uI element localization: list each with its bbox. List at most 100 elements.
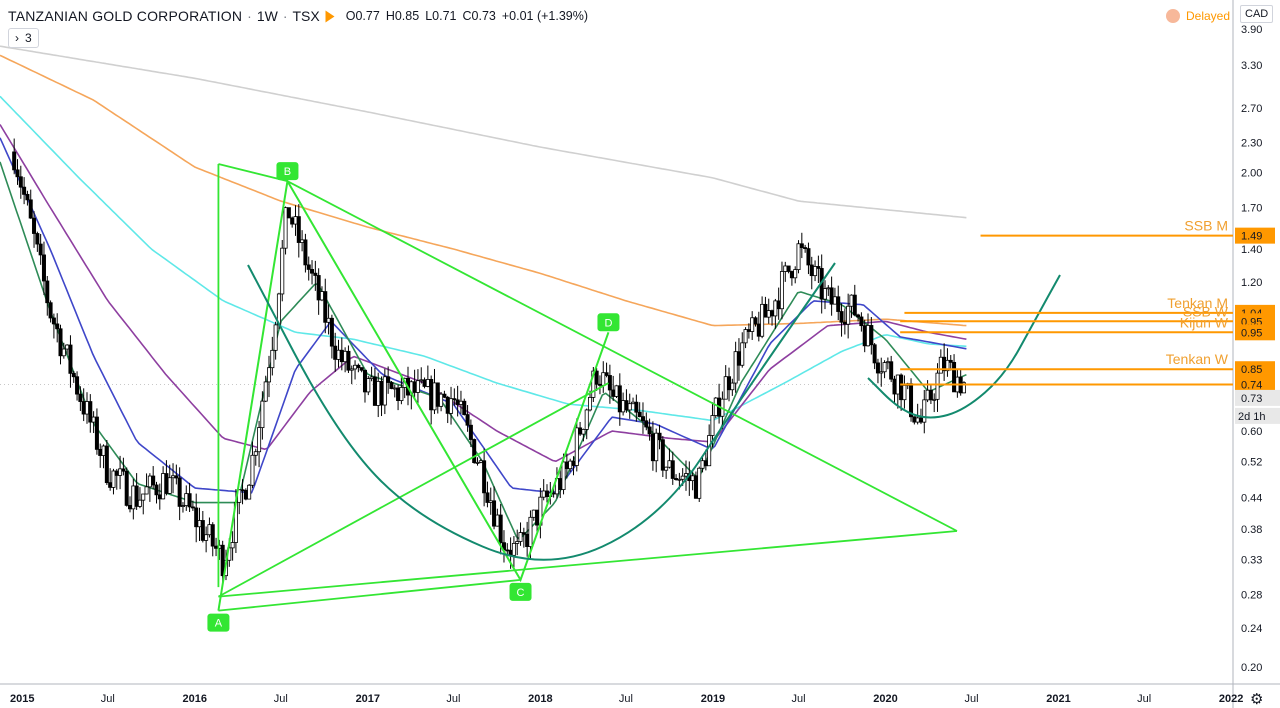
candle-body (789, 271, 794, 279)
candle-body (349, 368, 354, 371)
candle-body (151, 475, 156, 486)
candle-body (872, 344, 877, 364)
candle-body (147, 475, 152, 488)
candle-body (750, 317, 755, 332)
candle-body (634, 401, 639, 413)
candle-body (435, 382, 440, 407)
currency-label[interactable]: CAD (1240, 5, 1274, 23)
candle-body (932, 398, 937, 401)
candle-body (15, 169, 20, 178)
candle-body (144, 486, 149, 495)
candle-body (674, 478, 679, 480)
candle-body (578, 427, 583, 435)
candle-body (607, 375, 612, 391)
candle-body (776, 300, 781, 310)
candle-body (925, 389, 930, 401)
candle-body (667, 460, 672, 468)
y-tick-label: 1.20 (1241, 277, 1262, 289)
x-tick-label: Jul (1137, 693, 1151, 705)
candle-body (134, 485, 139, 507)
delayed-badge[interactable]: Delayed (1166, 8, 1230, 24)
candle-body (915, 417, 920, 423)
last-price-tag (1235, 389, 1280, 406)
x-tick-label: 2019 (701, 693, 725, 705)
candle-body (346, 350, 351, 371)
candle-body (693, 475, 698, 499)
candle-body (710, 415, 715, 436)
candle-body (654, 432, 659, 462)
candle-body (875, 362, 880, 374)
candle-body (829, 287, 834, 305)
candle-body (399, 387, 404, 401)
candle-body (25, 193, 30, 201)
candle-body (442, 393, 447, 398)
candle-body (389, 382, 394, 389)
candle-body (478, 460, 483, 463)
level-price-tag (1235, 324, 1275, 341)
candle-body (624, 400, 629, 411)
candle-body (495, 514, 500, 527)
level-price-text: 0.85 (1241, 364, 1262, 376)
candle-body (611, 389, 616, 397)
candle-body (836, 296, 841, 312)
candle-body (468, 424, 473, 440)
candle-body (852, 294, 857, 316)
candle-body (594, 370, 599, 385)
candle-body (680, 475, 685, 480)
candle-body (902, 385, 907, 401)
candle-body (664, 466, 669, 471)
candle-body (121, 468, 126, 472)
candle-body (948, 359, 953, 363)
candle-body (310, 269, 315, 274)
y-tick-label: 2.30 (1241, 137, 1262, 149)
abcd-pattern-line (217, 178, 610, 611)
level-price-tag (1235, 376, 1275, 393)
candle-body (928, 389, 933, 401)
candle-body (111, 470, 116, 488)
candle-body (439, 393, 444, 407)
candle-body (505, 549, 510, 552)
candle-body (171, 475, 176, 479)
candle-body (161, 473, 166, 500)
candle-body (816, 266, 821, 269)
candle-body (293, 216, 298, 225)
candle-body (869, 325, 874, 346)
settings-gear-icon[interactable]: ⚙ (1250, 691, 1264, 708)
candle-body (55, 323, 60, 330)
candle-body (359, 367, 364, 371)
candle-body (88, 401, 93, 423)
y-tick-label: 0.24 (1241, 623, 1262, 635)
y-tick-label: 1.70 (1241, 202, 1262, 214)
candle-body (382, 376, 387, 406)
candle-body (882, 362, 887, 373)
flag-icon[interactable] (325, 10, 335, 22)
candle-body (204, 534, 209, 541)
candle-body (713, 397, 718, 416)
candle-body (488, 500, 493, 503)
x-tick-label: Jul (619, 693, 633, 705)
candle-body (415, 380, 420, 393)
candle-body (879, 371, 884, 374)
pattern-point-marker (207, 613, 230, 632)
x-tick-label: 2020 (873, 693, 897, 705)
indicators-collapse-button[interactable]: › 3 (8, 28, 39, 48)
candle-body (296, 216, 301, 243)
level-label: Tenkan W (1166, 351, 1229, 367)
y-tick-label: 3.90 (1241, 24, 1262, 36)
candle-body (846, 305, 851, 325)
candle-body (187, 493, 192, 508)
symbol-name[interactable]: TANZANIAN GOLD CORPORATION (8, 8, 243, 24)
candle-body (561, 461, 566, 490)
candle-body (319, 291, 324, 301)
y-tick-label: 2.00 (1241, 167, 1262, 179)
candle-body (492, 500, 497, 527)
candle-body (511, 543, 516, 556)
moving-average-line (0, 45, 967, 219)
candle-body (280, 247, 285, 295)
candle-body (303, 239, 308, 266)
candle-body (518, 532, 523, 542)
candle-body (918, 417, 923, 423)
moving-average-line (0, 124, 967, 462)
interval[interactable]: 1W (256, 8, 278, 24)
